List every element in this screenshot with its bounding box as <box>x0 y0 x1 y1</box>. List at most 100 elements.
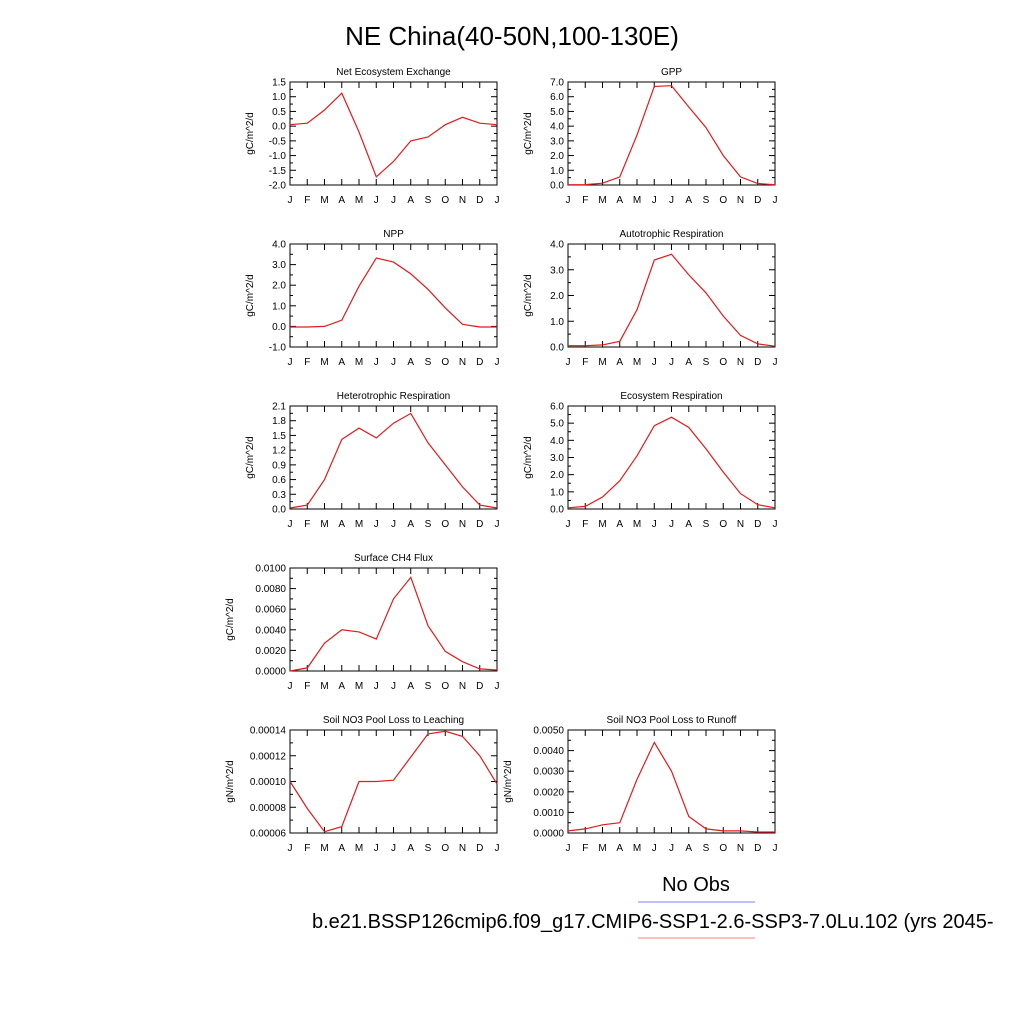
x-tick-label: M <box>633 357 641 368</box>
x-tick-label: M <box>598 195 606 206</box>
x-tick-label: A <box>616 357 623 368</box>
y-tick-label: 0.9 <box>272 460 286 471</box>
chart-heterotrophic-respiration: Heterotrophic Respiration 2.1 1.8 1.5 1.2 0.9… <box>245 391 500 530</box>
x-tick-label: J <box>495 681 500 692</box>
chart-surface-ch4-flux: Surface CH4 Flux 0.0100 0.0080 0.0060 0.0040… <box>225 553 500 692</box>
chart-title: Autotrophic Respiration <box>620 229 724 240</box>
x-tick-label: O <box>441 195 449 206</box>
x-tick-label: J <box>391 681 396 692</box>
series-line <box>289 92 498 178</box>
x-tick-label: F <box>582 195 588 206</box>
x-tick-label: F <box>304 195 310 206</box>
series-line <box>567 416 776 509</box>
x-tick-label: J <box>495 519 500 530</box>
x-tick-label: J <box>391 357 396 368</box>
y-tick-label: 4.0 <box>272 240 286 251</box>
x-tick-label: S <box>425 843 432 854</box>
x-tick-label: M <box>320 519 328 530</box>
x-tick-label: A <box>616 519 623 530</box>
y-axis-label: gC/m^2/d <box>245 112 256 155</box>
y-tick-label: 1.5 <box>272 78 286 89</box>
x-tick-label: J <box>652 843 657 854</box>
x-tick-label: J <box>288 195 293 206</box>
x-tick-label: F <box>304 681 310 692</box>
y-tick-label: -1.5 <box>269 166 287 177</box>
series-line <box>290 257 497 328</box>
x-tick-label: J <box>669 195 674 206</box>
x-tick-label: A <box>685 519 692 530</box>
x-tick-label: J <box>288 519 293 530</box>
x-tick-label: A <box>407 357 414 368</box>
x-tick-label: M <box>355 843 363 854</box>
y-axis-label: gC/m^2/d <box>225 598 236 641</box>
plot-frame <box>289 729 498 834</box>
x-tick-label: J <box>566 195 571 206</box>
x-tick-label: A <box>407 681 414 692</box>
y-tick-label: 0.0 <box>272 122 286 133</box>
x-tick-label: M <box>320 681 328 692</box>
x-tick-label: A <box>338 357 345 368</box>
y-tick-label: 0.0000 <box>255 667 286 678</box>
y-tick-label: 5.0 <box>550 107 564 118</box>
y-axis-label: gC/m^2/d <box>245 274 256 317</box>
y-tick-label: 0.0060 <box>255 605 286 616</box>
chart-soil-no3-pool-loss-to-runoff: Soil NO3 Pool Loss to Runoff 0.0050 0.0040… <box>503 715 778 854</box>
x-tick-label: O <box>441 843 449 854</box>
x-tick-label: S <box>425 681 432 692</box>
x-tick-label: D <box>476 195 483 206</box>
x-tick-label: A <box>685 195 692 206</box>
y-tick-label: 0.0050 <box>533 726 564 737</box>
x-tick-label: O <box>719 519 727 530</box>
y-tick-label: -1.0 <box>269 343 287 354</box>
x-tick-label: J <box>288 843 293 854</box>
x-tick-label: S <box>425 519 432 530</box>
x-tick-label: A <box>338 195 345 206</box>
y-tick-label: 0.6 <box>272 475 286 486</box>
x-tick-label: S <box>425 357 432 368</box>
x-tick-label: A <box>338 843 345 854</box>
x-tick-label: J <box>652 519 657 530</box>
x-tick-label: J <box>374 681 379 692</box>
chart-title: Soil NO3 Pool Loss to Runoff <box>607 715 737 726</box>
x-tick-label: J <box>288 357 293 368</box>
y-tick-label: 4.0 <box>550 240 564 251</box>
y-tick-label: 0.00014 <box>250 726 287 737</box>
y-tick-label: 1.0 <box>272 92 286 103</box>
series-line <box>289 412 498 509</box>
series-line <box>568 253 776 347</box>
x-tick-label: F <box>582 519 588 530</box>
y-tick-label: 3.0 <box>550 136 564 147</box>
y-axis-label: gC/m^2/d <box>245 436 256 479</box>
x-tick-label: F <box>304 519 310 530</box>
x-tick-label: J <box>288 681 293 692</box>
x-tick-label: N <box>459 357 466 368</box>
x-tick-label: D <box>476 357 483 368</box>
x-tick-label: S <box>425 195 432 206</box>
x-tick-label: A <box>407 843 414 854</box>
y-tick-label: 1.0 <box>272 301 286 312</box>
chart-panels: Net Ecosystem Exchange 1.5 1.0 0.5 0.0 -0.5 -1… <box>225 67 778 854</box>
x-tick-label: J <box>374 357 379 368</box>
x-tick-label: J <box>391 843 396 854</box>
series-line <box>289 576 498 672</box>
y-tick-label: 2.0 <box>272 281 286 292</box>
y-tick-label: 1.0 <box>550 166 564 177</box>
y-tick-label: 3.0 <box>550 453 564 464</box>
chart-title: Soil NO3 Pool Loss to Leaching <box>323 715 464 726</box>
page-title: NE China(40-50N,100-130E) <box>345 21 679 51</box>
x-tick-label: J <box>652 357 657 368</box>
plot-frame <box>567 405 776 510</box>
legend-model-label: b.e21.BSSP126cmip6.f09_g17.CMIP6-SSP1-2.… <box>312 911 994 933</box>
x-tick-label: S <box>703 519 710 530</box>
x-tick-label: J <box>495 357 500 368</box>
y-tick-label: 0.0 <box>550 343 564 354</box>
y-tick-label: 0.0040 <box>255 625 286 636</box>
x-tick-label: M <box>633 843 641 854</box>
x-tick-label: O <box>441 357 449 368</box>
x-tick-label: F <box>582 843 588 854</box>
y-tick-label: 0.0040 <box>533 746 564 757</box>
y-tick-label: 0.00012 <box>250 751 287 762</box>
